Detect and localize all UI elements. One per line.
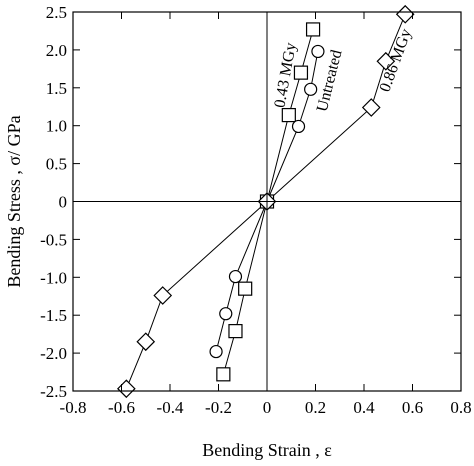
x-tick-label: -0.2: [205, 398, 232, 417]
square-marker: [228, 324, 243, 339]
axes-layer: -0.8 -0.6 -0.4 -0.2 0 0.2 0.4 0.6 0.8 2.5 2.0 1.5 1.…: [40, 3, 472, 417]
x-tick-label: 0.8: [450, 398, 471, 417]
diamond-marker: [136, 332, 156, 352]
circle-marker: [291, 119, 306, 134]
y-tick-label: -1.0: [40, 268, 67, 287]
circle-marker: [228, 269, 243, 284]
y-tick-label: -2.5: [40, 382, 67, 401]
y-tick-label: 0.5: [46, 155, 67, 174]
circle-marker: [219, 307, 233, 321]
series-label: Untreated: [314, 48, 346, 113]
diamond-marker: [361, 98, 381, 117]
square-marker: [238, 281, 253, 296]
x-tick-label: 0.6: [402, 398, 423, 417]
diamond-marker: [376, 51, 396, 71]
square-marker: [281, 107, 296, 123]
y-tick-label: -2.0: [40, 344, 67, 363]
y-tick-label: 1.5: [46, 79, 67, 98]
x-tick-label: -0.8: [60, 398, 87, 417]
x-tick-label: 0.2: [305, 398, 326, 417]
x-tick-label: -0.6: [108, 398, 135, 417]
x-axis-title: Bending Strain , ε: [202, 440, 332, 460]
x-tick-label: 0.4: [353, 398, 375, 417]
y-tick-label: 0: [59, 193, 68, 212]
circle-marker: [304, 82, 318, 96]
square-marker: [305, 22, 321, 37]
y-tick-label: -1.5: [40, 306, 67, 325]
y-tick-label: 1.0: [46, 117, 67, 136]
series-markers-layer: [117, 4, 415, 399]
diamond-marker: [395, 4, 415, 24]
diamond-marker: [153, 286, 173, 305]
diamond-marker: [117, 379, 136, 399]
x-tick-label: 0: [263, 398, 272, 417]
square-marker: [293, 65, 309, 80]
y-tick-label: -0.5: [40, 230, 67, 249]
y-tick-label: 2.5: [46, 3, 67, 22]
square-marker: [216, 367, 231, 382]
circle-marker: [209, 344, 223, 359]
y-axis-title: Bending Stress , σ/ GPa: [4, 115, 24, 287]
x-tick-label: -0.4: [157, 398, 184, 417]
circle-marker: [311, 44, 325, 59]
y-tick-label: 2.0: [46, 41, 67, 60]
